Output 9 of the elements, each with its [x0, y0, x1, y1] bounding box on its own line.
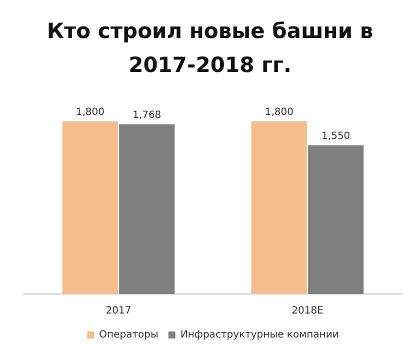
legend-label: Инфраструктурные компании	[180, 330, 339, 341]
data-label: 1,800	[76, 106, 104, 118]
data-label: 1,768	[132, 110, 162, 121]
chart-title: Кто строил новые башни в 2017-2018 гг.	[46, 18, 374, 79]
data-label: 1,800	[264, 106, 294, 118]
x-tick-label: 2017	[106, 306, 132, 317]
data-label: 1,550	[322, 130, 350, 142]
legend-label: Операторы	[99, 330, 158, 341]
x-tick-label: 2018E	[292, 306, 324, 317]
